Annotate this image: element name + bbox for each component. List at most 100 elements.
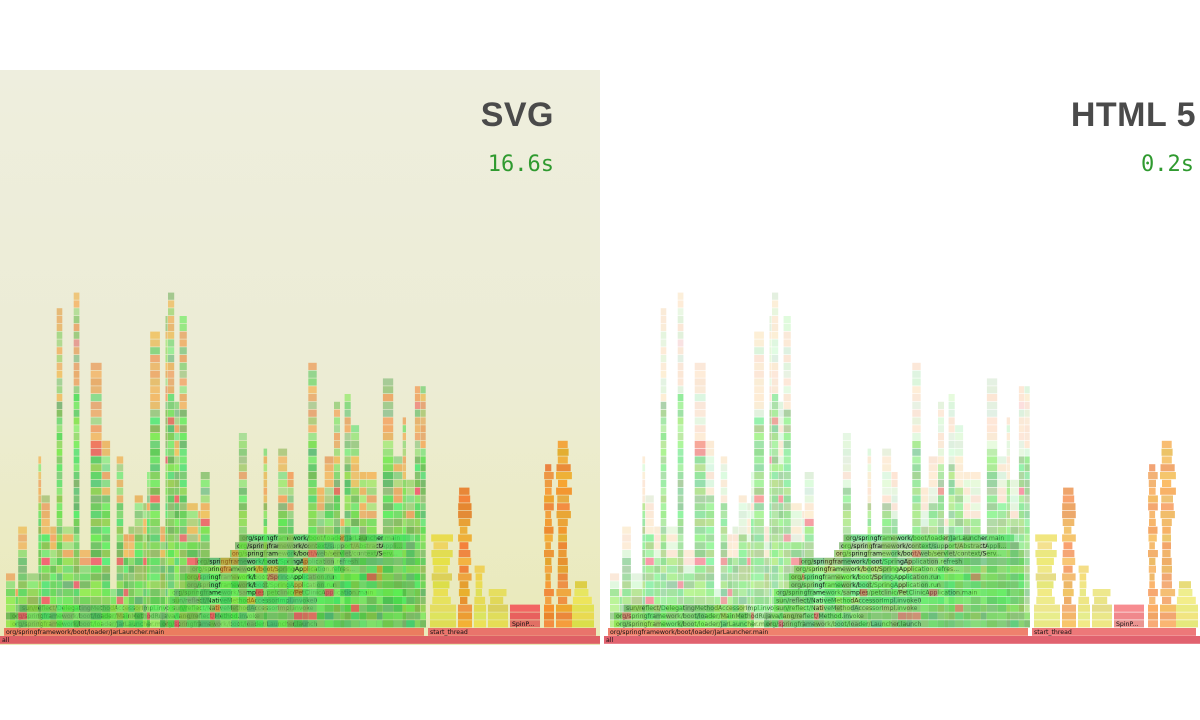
flame-frame[interactable] (944, 534, 949, 542)
flame-frame[interactable] (1018, 604, 1025, 612)
flame-frame[interactable] (955, 604, 964, 612)
flame-frame[interactable] (150, 339, 160, 347)
flame-frame[interactable] (165, 596, 168, 604)
flame-frame[interactable] (694, 440, 706, 448)
flame-frame[interactable] (1037, 542, 1053, 550)
flame-frame[interactable] (198, 518, 201, 526)
flame-frame[interactable] (308, 573, 317, 581)
flame-frame[interactable] (769, 386, 772, 394)
flame-frame[interactable] (433, 542, 449, 550)
flame-frame[interactable] (654, 612, 661, 620)
flame-frame[interactable] (1149, 487, 1156, 495)
flame-frame[interactable] (804, 565, 814, 573)
flame-frame[interactable] (986, 495, 998, 503)
flame-frame[interactable] (334, 550, 340, 558)
flame-frame[interactable] (970, 542, 981, 550)
flame-frame[interactable] (200, 620, 210, 628)
flame-frame[interactable] (778, 557, 784, 565)
flame-frame[interactable] (324, 581, 334, 589)
flame-frame[interactable] (706, 479, 715, 487)
flame-frame[interactable] (187, 620, 198, 628)
flame-frame[interactable] (402, 440, 406, 448)
flame-frame[interactable] (90, 573, 102, 581)
flame-frame[interactable] (660, 316, 667, 324)
flame-frame[interactable] (382, 526, 394, 534)
flame-frame[interactable] (802, 534, 805, 542)
flame-frame[interactable] (938, 573, 944, 581)
flame-frame[interactable] (150, 565, 160, 573)
flame-frame[interactable] (660, 370, 667, 378)
flame-frame[interactable] (308, 362, 317, 370)
flame-frame[interactable] (38, 472, 42, 480)
flame-frame[interactable] (1024, 526, 1030, 534)
flame-frame[interactable] (642, 557, 646, 565)
flame-frame[interactable] (263, 620, 268, 628)
flame-frame[interactable] (938, 479, 944, 487)
flame-frame[interactable] (997, 612, 1007, 620)
flame-frame[interactable] (344, 472, 351, 480)
flame-frame[interactable] (344, 573, 351, 581)
flame-frame[interactable] (938, 612, 944, 620)
flame-frame[interactable] (334, 534, 340, 542)
flame-frame[interactable] (73, 534, 80, 542)
flame-frame[interactable] (287, 581, 294, 589)
flame-frame[interactable] (200, 518, 210, 526)
flame-frame[interactable] (654, 573, 661, 581)
flame-frame[interactable] (867, 448, 872, 456)
flame-frame[interactable] (1018, 581, 1025, 589)
flame-frame[interactable] (802, 589, 805, 597)
flame-frame[interactable] (938, 425, 944, 433)
flame-frame[interactable] (62, 612, 74, 620)
flame-frame[interactable] (420, 596, 426, 604)
flame-frame[interactable] (558, 534, 567, 542)
flame-frame[interactable] (90, 425, 102, 433)
flame-frame[interactable] (382, 604, 394, 612)
flame-frame[interactable] (73, 503, 80, 511)
flame-frame[interactable] (772, 503, 779, 511)
flame-frame[interactable] (200, 565, 210, 573)
flame-frame[interactable] (660, 347, 667, 355)
flame-frame[interactable] (791, 589, 802, 597)
flame-frame[interactable] (769, 487, 772, 495)
flame-frame[interactable] (1018, 557, 1025, 565)
flame-frame[interactable] (921, 612, 929, 620)
flame-frame[interactable] (921, 518, 929, 526)
flame-frame[interactable] (955, 487, 964, 495)
flame-frame[interactable] (912, 464, 921, 472)
flame-frame[interactable] (406, 479, 415, 487)
flame-frame[interactable] (912, 394, 921, 402)
flame-frame[interactable] (791, 596, 802, 604)
flame-frame[interactable] (1024, 550, 1030, 558)
flame-frame[interactable] (414, 581, 421, 589)
flame-frame[interactable] (804, 534, 814, 542)
flame-frame[interactable] (15, 596, 18, 604)
flame-frame[interactable] (165, 425, 168, 433)
flame-frame[interactable] (247, 596, 256, 604)
flame-frame[interactable] (1148, 612, 1158, 620)
flame-frame[interactable] (324, 596, 334, 604)
flame-frame[interactable] (706, 495, 715, 503)
flame-frame[interactable] (143, 511, 147, 519)
flame-frame[interactable] (619, 596, 622, 604)
flame-frame[interactable] (706, 487, 715, 495)
flame-frame[interactable] (545, 596, 552, 604)
flame-frame[interactable] (544, 534, 553, 542)
flame-frame[interactable] (334, 589, 340, 597)
flame-frame[interactable] (558, 526, 567, 534)
flame-frame[interactable] (366, 612, 377, 620)
flame-frame[interactable] (660, 550, 667, 558)
flame-frame[interactable] (160, 542, 166, 550)
flame-frame[interactable] (842, 612, 851, 620)
flame-frame[interactable] (143, 589, 147, 597)
flame-frame[interactable] (1006, 518, 1010, 526)
flame-frame[interactable] (1149, 596, 1156, 604)
flame-frame[interactable] (168, 339, 175, 347)
flame-frame[interactable] (677, 417, 684, 425)
flame-frame[interactable] (1024, 620, 1030, 628)
flame-frame[interactable] (414, 612, 421, 620)
flame-frame[interactable] (420, 526, 426, 534)
flame-frame[interactable] (986, 425, 998, 433)
flame-frame[interactable] (351, 518, 360, 526)
flame-frame[interactable] (359, 596, 367, 604)
flame-frame[interactable] (791, 612, 802, 620)
